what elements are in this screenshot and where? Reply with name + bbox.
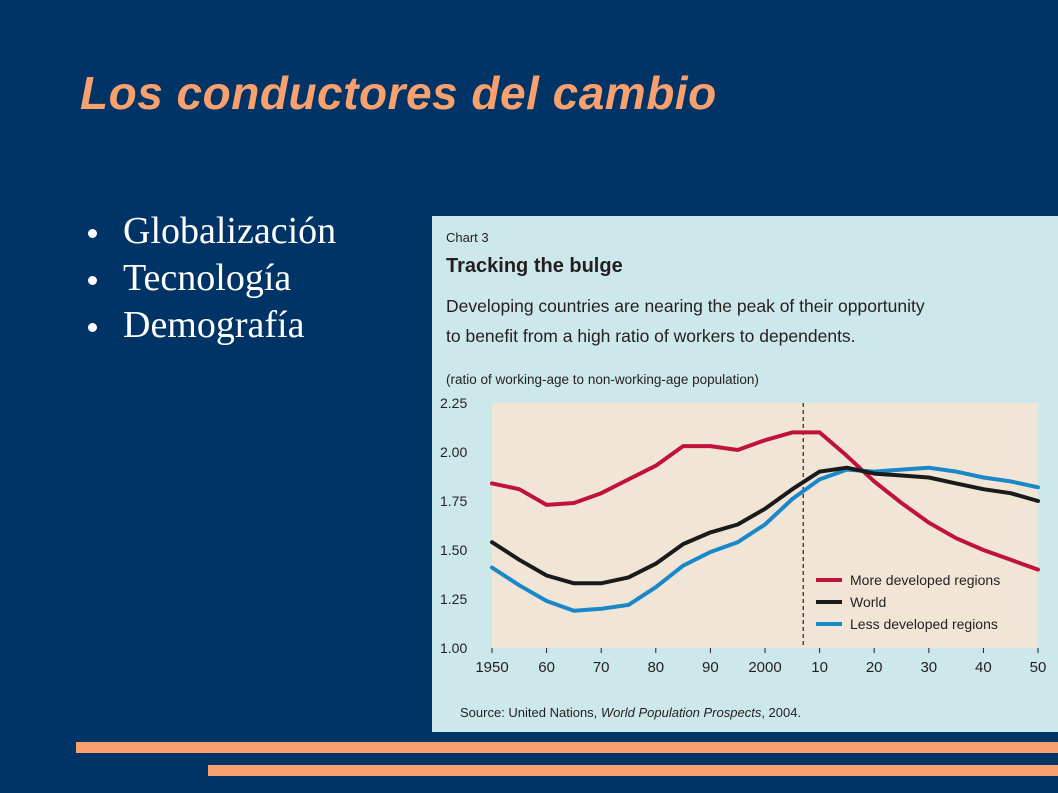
legend-label: More developed regions [850, 572, 1000, 588]
series-line-more-developed-regions [490, 430, 1040, 572]
legend-label: World [850, 594, 886, 610]
chart-svg: Chart 3 Tracking the bulge Developing co… [440, 230, 1046, 720]
x-tick-label: 30 [920, 659, 937, 676]
accent-bar-bottom [208, 765, 1058, 776]
chart-panel: Chart 3 Tracking the bulge Developing co… [432, 216, 1058, 732]
bullet-text: Tecnología [123, 257, 292, 299]
chart-legend: More developed regions World Less develope… [816, 572, 1000, 632]
x-tick-label: 2000 [748, 659, 781, 676]
series-line-less-developed-regions [490, 465, 1040, 613]
chart-label: Chart 3 [446, 230, 489, 245]
bullet-dot-icon [88, 229, 97, 238]
y-tick-label: 1.50 [440, 542, 467, 558]
bullet-text: Demografía [123, 304, 305, 346]
x-tick-label: 40 [975, 659, 992, 676]
series-line-world [490, 465, 1040, 586]
chart-source: Source: United Nations, World Population… [460, 705, 801, 720]
legend-label: Less developed regions [850, 616, 998, 632]
x-tick-label: 90 [702, 659, 719, 676]
x-tick-label: 50 [1030, 659, 1047, 676]
bullet-item-demografia: Demografía [88, 302, 336, 349]
chart-subtitle-line-2: to benefit from a high ratio of workers … [446, 326, 856, 346]
bullet-text: Globalización [123, 210, 337, 252]
chart-title: Tracking the bulge [446, 255, 623, 277]
bullet-dot-icon [88, 276, 97, 285]
x-tick-label: 80 [647, 659, 664, 676]
x-tick-label: 70 [593, 659, 610, 676]
y-tick-label: 1.00 [440, 640, 467, 656]
y-axis-ticks: 2.25 2.00 1.75 1.50 1.25 1.00 [440, 395, 467, 656]
x-tick-label: 1950 [475, 659, 508, 676]
accent-bar-top [76, 742, 1058, 753]
y-tick-label: 1.75 [440, 493, 467, 509]
bullet-item-tecnologia: Tecnología [88, 255, 336, 302]
y-tick-label: 2.25 [440, 395, 467, 411]
x-tick-label: 20 [866, 659, 883, 676]
bullet-dot-icon [88, 323, 97, 332]
slide-title: Los conductores del cambio [80, 67, 717, 119]
y-tick-label: 2.00 [440, 444, 467, 460]
y-tick-label: 1.25 [440, 591, 467, 607]
x-tick-label: 60 [538, 659, 555, 676]
bullet-list: Globalización Tecnología Demografía [88, 208, 336, 349]
chart-subtitle-line-1: Developing countries are nearing the pea… [446, 296, 925, 316]
x-axis-ticks: 1950 60 70 80 90 2000 10 20 30 40 50 [475, 648, 1046, 676]
series-lines [490, 430, 1040, 613]
x-tick-label: 10 [811, 659, 828, 676]
y-axis-label: (ratio of working-age to non-working-age… [446, 372, 759, 387]
bullet-item-globalizacion: Globalización [88, 208, 336, 255]
